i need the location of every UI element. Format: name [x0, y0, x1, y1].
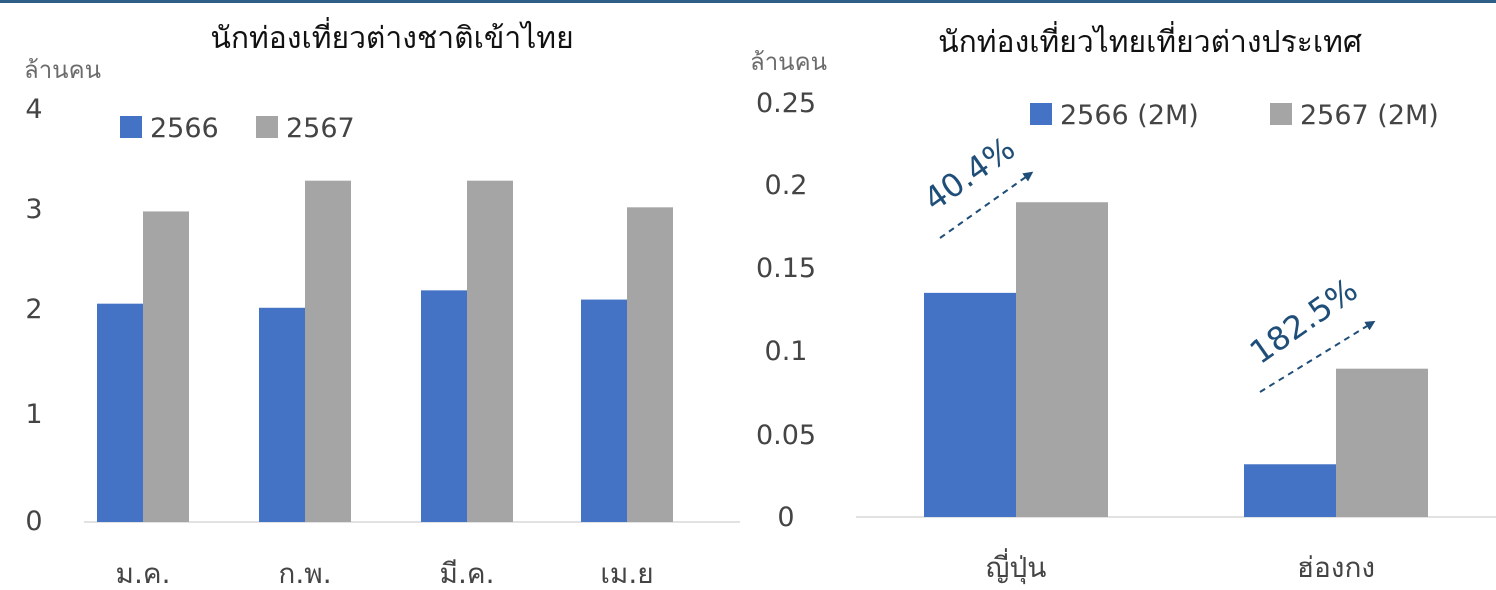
bar-right-2567-hongkong — [1336, 368, 1428, 517]
x-label-left-2: มี.ค. — [440, 557, 495, 590]
y-tick-right-1: 0.05 — [756, 420, 816, 451]
x-label-left-0: ม.ค. — [116, 557, 171, 590]
legend-swatch-2566-2m — [1030, 103, 1052, 125]
chart-right-legend: 2566 (2M) 2567 (2M) — [1030, 100, 1439, 131]
legend-label-2566-2m: 2566 (2M) — [1060, 100, 1199, 131]
bar-left-2566-mar — [421, 290, 467, 522]
chart-left-y-ticks: 0 1 2 3 4 — [25, 94, 42, 537]
chart-left-title: นักท่องเที่ยวต่างชาติเข้าไทย — [210, 17, 573, 56]
bar-left-2567-apr — [627, 207, 673, 522]
bar-left-2567-jan — [143, 211, 189, 523]
y-tick-right-4: 0.2 — [765, 170, 808, 201]
growth-annotation-japan: 40.4% — [917, 129, 1034, 239]
x-label-right-1: ฮ่องกง — [1297, 551, 1375, 584]
bar-right-2566-hongkong — [1244, 464, 1336, 517]
chart-left-legend: 2566 2567 — [120, 113, 355, 144]
bar-left-2567-mar — [467, 180, 513, 523]
chart-left-unit: ล้านคน — [24, 56, 101, 84]
y-tick-left-3: 3 — [25, 194, 42, 225]
chart-left: นักท่องเที่ยวต่างชาติเข้าไทย ล้านคน 2566… — [24, 17, 740, 590]
chart-left-bars — [97, 180, 673, 523]
legend-label-2567: 2567 — [286, 113, 355, 144]
y-tick-left-0: 0 — [25, 506, 42, 537]
chart-right: นักท่องเที่ยวไทยเที่ยวต่างประเทศ ล้านคน … — [750, 21, 1496, 585]
y-tick-left-1: 1 — [25, 399, 42, 430]
growth-label-japan: 40.4% — [917, 129, 1022, 218]
chart-right-y-ticks: 0 0.05 0.1 0.15 0.2 0.25 — [756, 88, 816, 533]
bar-left-2566-feb — [259, 307, 305, 522]
legend-swatch-2567 — [256, 116, 278, 138]
legend-swatch-2567-2m — [1270, 103, 1292, 125]
chart-right-unit: ล้านคน — [750, 48, 827, 76]
growth-arrow-japan — [939, 171, 1034, 239]
top-rule — [0, 0, 1496, 3]
y-tick-right-0: 0 — [777, 502, 794, 533]
y-tick-right-5: 0.25 — [756, 88, 816, 119]
legend-label-2567-2m: 2567 (2M) — [1300, 100, 1439, 131]
chart-right-x-labels: ญี่ปุ่น ฮ่องกง — [986, 548, 1375, 585]
growth-label-hongkong: 182.5% — [1243, 270, 1365, 371]
chart-right-bars — [924, 202, 1428, 517]
bar-left-2566-jan — [97, 303, 143, 522]
x-label-left-1: ก.พ. — [278, 557, 331, 590]
y-tick-right-2: 0.1 — [765, 336, 808, 367]
y-tick-left-4: 4 — [25, 94, 42, 125]
bar-right-2567-japan — [1016, 202, 1108, 517]
y-tick-right-3: 0.15 — [756, 253, 816, 284]
legend-label-2566: 2566 — [150, 113, 219, 144]
bar-left-2567-feb — [305, 180, 351, 523]
x-label-right-0: ญี่ปุ่น — [986, 548, 1047, 585]
chart-left-x-labels: ม.ค. ก.พ. มี.ค. เม.ย — [116, 557, 654, 590]
legend-swatch-2566 — [120, 116, 142, 138]
bar-right-2566-japan — [924, 292, 1016, 517]
y-tick-left-2: 2 — [25, 294, 42, 325]
chart-right-title: นักท่องเที่ยวไทยเที่ยวต่างประเทศ — [938, 21, 1362, 60]
x-label-left-3: เม.ย — [600, 557, 653, 590]
bar-left-2566-apr — [581, 299, 627, 522]
